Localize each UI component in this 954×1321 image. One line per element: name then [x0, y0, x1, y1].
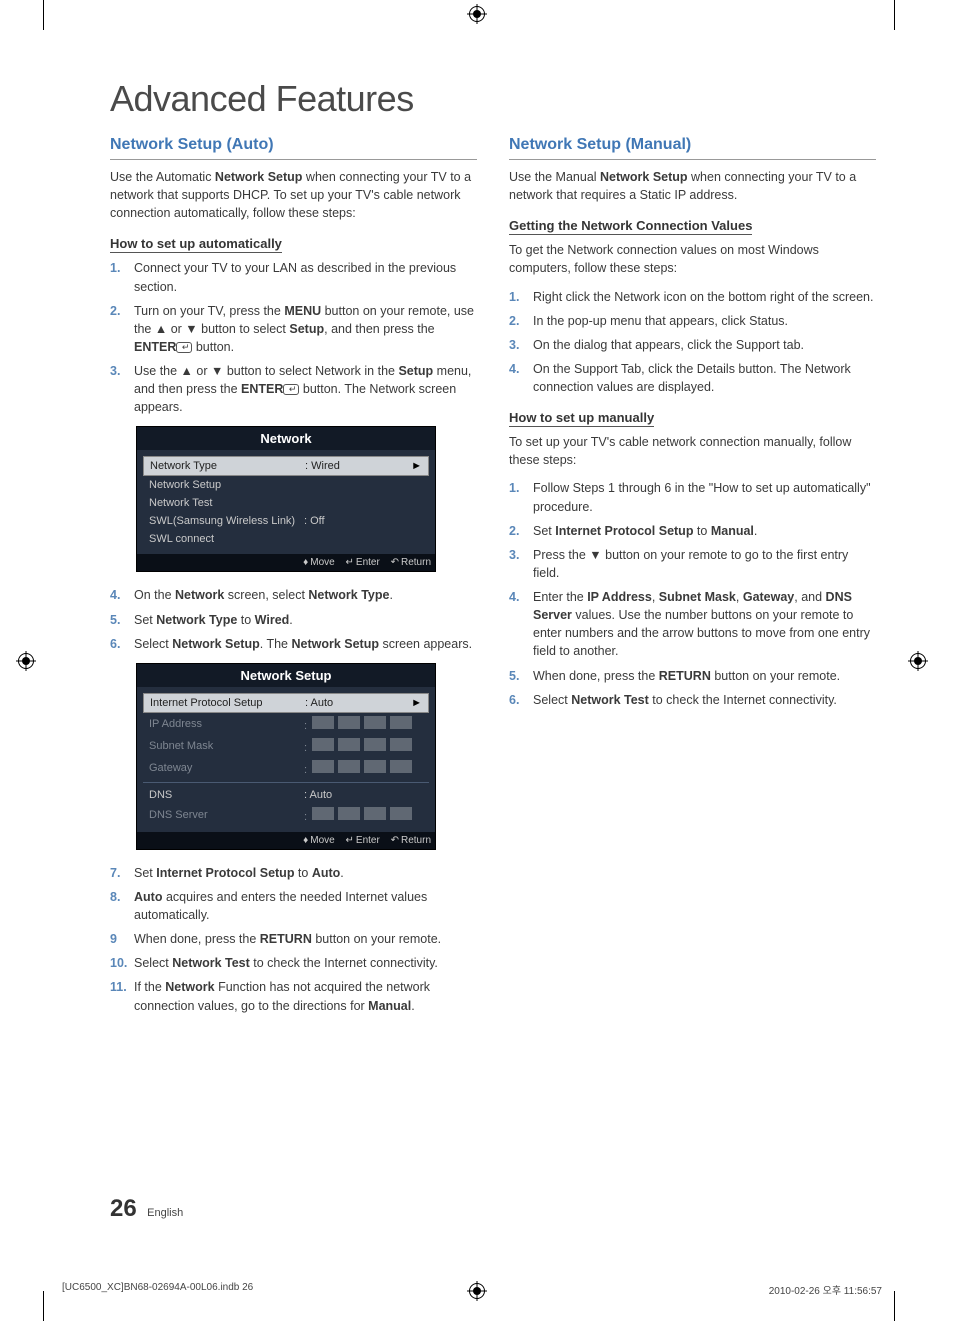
enter-icon	[176, 342, 192, 353]
steps-list: 7.Set Internet Protocol Setup to Auto. 8…	[110, 864, 477, 1015]
step-item: 7.Set Internet Protocol Setup to Auto.	[110, 864, 477, 882]
print-footer: [UC6500_XC]BN68-02694A-00L06.indb 26 201…	[62, 1282, 882, 1297]
osd-body: Internet Protocol Setup : Auto ► IP Addr…	[137, 687, 435, 832]
steps-list: 1.Connect your TV to your LAN as describ…	[110, 259, 477, 416]
return-icon: ↶	[391, 835, 399, 846]
step-item: 5.Set Network Type to Wired.	[110, 611, 477, 629]
osd-row: Gateway:	[143, 757, 429, 779]
subheading-manual: How to set up manually	[509, 410, 654, 427]
osd-menu-network: Network Network Type : Wired ► Network S…	[136, 426, 436, 572]
left-column: Network Setup (Auto) Use the Automatic N…	[110, 136, 477, 1025]
crop-mark	[43, 0, 44, 30]
page-title: Advanced Features	[110, 78, 876, 120]
enter-icon: ↵	[346, 557, 354, 568]
osd-row[interactable]: DNS: Auto	[143, 786, 429, 804]
step-item: 3.On the dialog that appears, click the …	[509, 336, 876, 354]
step-item: 11.If the Network Function has not acqui…	[110, 978, 477, 1014]
osd-footer: ♦Move ↵Enter ↶Return	[137, 554, 435, 571]
enter-icon: ↵	[346, 835, 354, 846]
osd-menu-network-setup: Network Setup Internet Protocol Setup : …	[136, 663, 436, 850]
enter-icon	[283, 384, 299, 395]
osd-row[interactable]: Network Setup	[143, 476, 429, 494]
step-item: 3.Press the ▼ button on your remote to g…	[509, 546, 876, 582]
return-icon: ↶	[391, 557, 399, 568]
osd-title: Network	[137, 427, 435, 450]
updown-icon: ♦	[303, 835, 308, 846]
section-heading-auto: Network Setup (Auto)	[110, 136, 477, 160]
page-content: Advanced Features Network Setup (Auto) U…	[0, 0, 954, 1025]
osd-row[interactable]: SWL connect	[143, 530, 429, 548]
crop-mark	[43, 1291, 44, 1321]
page-footer: 26 English	[110, 1195, 183, 1223]
steps-list: 4.On the Network screen, select Network …	[110, 586, 477, 652]
subheading-values: Getting the Network Connection Values	[509, 218, 752, 235]
registration-mark-icon	[910, 653, 926, 669]
osd-row-network-type[interactable]: Network Type : Wired ►	[143, 456, 429, 476]
crop-mark	[894, 0, 895, 30]
step-item: 1.Right click the Network icon on the bo…	[509, 288, 876, 306]
updown-icon: ♦	[303, 557, 308, 568]
step-item: 3.Use the ▲ or ▼ button to select Networ…	[110, 362, 477, 416]
step-item: 10.Select Network Test to check the Inte…	[110, 954, 477, 972]
step-item: 6.Select Network Test to check the Inter…	[509, 691, 876, 709]
osd-row-protocol-setup[interactable]: Internet Protocol Setup : Auto ►	[143, 693, 429, 713]
osd-row[interactable]: SWL(Samsung Wireless Link): Off	[143, 512, 429, 530]
osd-body: Network Type : Wired ► Network Setup Net…	[137, 450, 435, 554]
right-column: Network Setup (Manual) Use the Manual Ne…	[509, 136, 876, 1025]
osd-row[interactable]: Network Test	[143, 494, 429, 512]
crop-mark	[894, 1291, 895, 1321]
page-number: 26	[110, 1195, 137, 1222]
osd-row: IP Address:	[143, 713, 429, 735]
print-file: [UC6500_XC]BN68-02694A-00L06.indb 26	[62, 1282, 253, 1297]
desc-text: To get the Network connection values on …	[509, 241, 876, 277]
desc-text: To set up your TV's cable network connec…	[509, 433, 876, 469]
osd-row: DNS Server:	[143, 804, 429, 826]
play-icon: ►	[411, 460, 422, 472]
osd-title: Network Setup	[137, 664, 435, 687]
steps-list: 1.Follow Steps 1 through 6 in the "How t…	[509, 479, 876, 708]
step-item: 1.Follow Steps 1 through 6 in the "How t…	[509, 479, 876, 515]
step-item: 2.Set Internet Protocol Setup to Manual.	[509, 522, 876, 540]
section-heading-manual: Network Setup (Manual)	[509, 136, 876, 160]
step-item: 4.Enter the IP Address, Subnet Mask, Gat…	[509, 588, 876, 661]
print-timestamp: 2010-02-26 오후 11:56:57	[769, 1282, 882, 1297]
step-item: 4.On the Support Tab, click the Details …	[509, 360, 876, 396]
registration-mark-icon	[18, 653, 34, 669]
step-item: 1.Connect your TV to your LAN as describ…	[110, 259, 477, 295]
registration-mark-icon	[469, 6, 485, 22]
steps-list: 1.Right click the Network icon on the bo…	[509, 288, 876, 397]
step-item: 9When done, press the RETURN button on y…	[110, 930, 477, 948]
step-item: 2.Turn on your TV, press the MENU button…	[110, 302, 477, 356]
step-item: 5.When done, press the RETURN button on …	[509, 667, 876, 685]
play-icon: ►	[411, 697, 422, 709]
osd-row: Subnet Mask:	[143, 735, 429, 757]
step-item: 4.On the Network screen, select Network …	[110, 586, 477, 604]
intro-text: Use the Automatic Network Setup when con…	[110, 168, 477, 222]
page-language: English	[147, 1207, 183, 1219]
step-item: 2.In the pop-up menu that appears, click…	[509, 312, 876, 330]
intro-text: Use the Manual Network Setup when connec…	[509, 168, 876, 204]
subheading-auto: How to set up automatically	[110, 236, 282, 253]
step-item: 6.Select Network Setup. The Network Setu…	[110, 635, 477, 653]
osd-footer: ♦Move ↵Enter ↶Return	[137, 832, 435, 849]
divider	[143, 782, 429, 783]
step-item: 8.Auto acquires and enters the needed In…	[110, 888, 477, 924]
